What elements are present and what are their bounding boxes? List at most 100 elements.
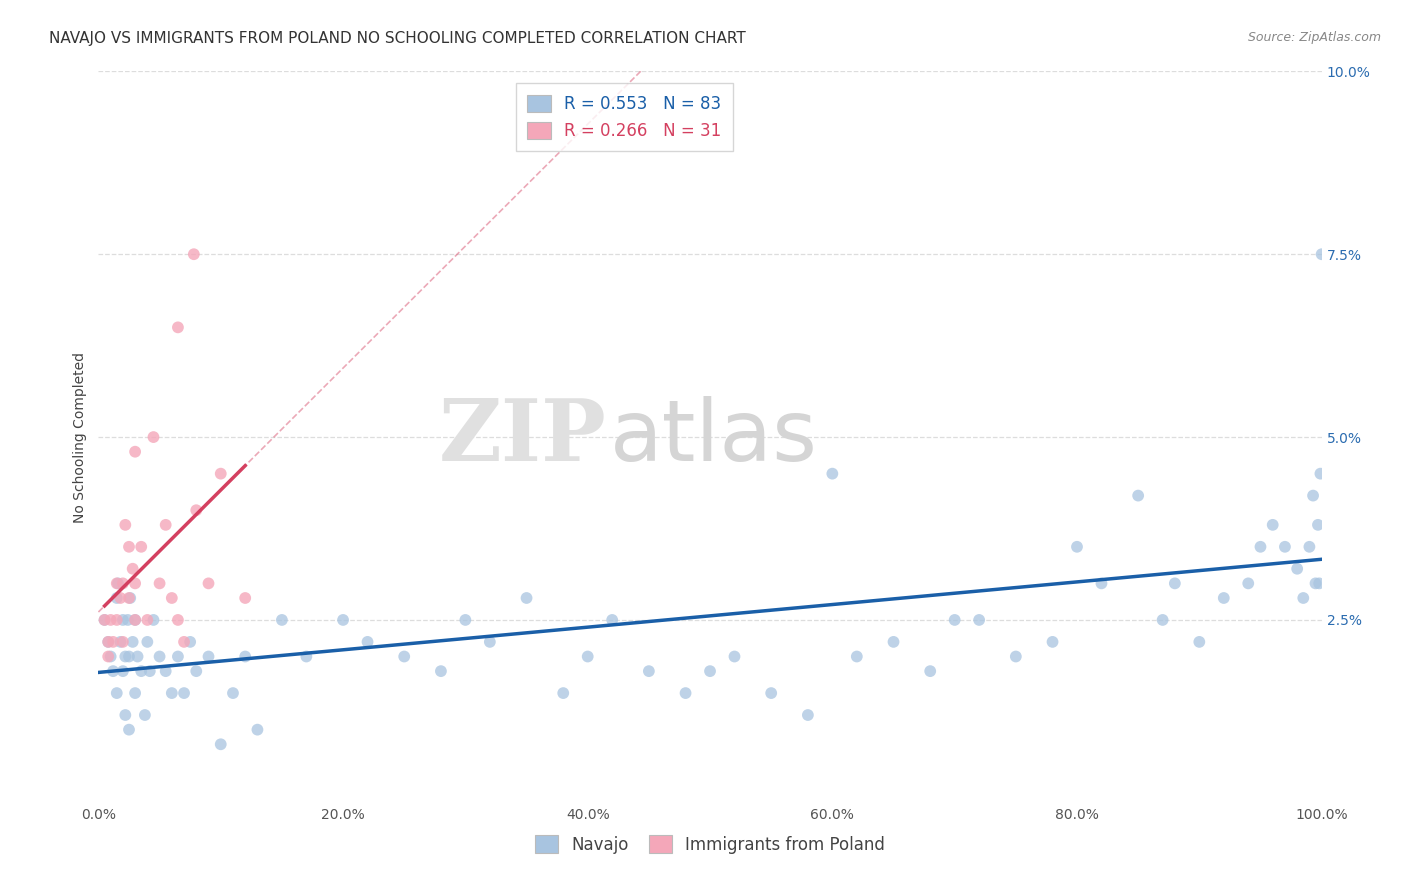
- Point: [93, 613, 115, 627]
- Point: [675, 686, 697, 700]
- Point: [1128, 489, 1150, 503]
- Point: [167, 613, 190, 627]
- Point: [139, 664, 162, 678]
- Point: [1286, 562, 1309, 576]
- Y-axis label: No Schooling Completed: No Schooling Completed: [73, 351, 87, 523]
- Point: [97, 649, 120, 664]
- Point: [943, 613, 966, 627]
- Point: [155, 664, 177, 678]
- Point: [1308, 576, 1330, 591]
- Point: [160, 686, 183, 700]
- Point: [118, 649, 141, 664]
- Point: [111, 576, 134, 591]
- Point: [883, 635, 905, 649]
- Point: [332, 613, 354, 627]
- Point: [97, 635, 120, 649]
- Point: [197, 576, 219, 591]
- Point: [356, 635, 378, 649]
- Point: [149, 649, 172, 664]
- Point: [186, 503, 208, 517]
- Point: [142, 430, 165, 444]
- Point: [222, 686, 245, 700]
- Point: [1212, 591, 1234, 605]
- Point: [1090, 576, 1112, 591]
- Point: [120, 591, 142, 605]
- Point: [105, 613, 128, 627]
- Point: [124, 444, 146, 458]
- Point: [111, 613, 134, 627]
- Point: [430, 664, 453, 678]
- Point: [118, 591, 141, 605]
- Point: [111, 664, 134, 678]
- Point: [129, 664, 152, 678]
- Point: [127, 649, 149, 664]
- Point: [295, 649, 318, 664]
- Point: [1292, 591, 1315, 605]
- Point: [821, 467, 844, 481]
- Point: [1274, 540, 1296, 554]
- Point: [124, 613, 146, 627]
- Point: [1152, 613, 1174, 627]
- Point: [114, 649, 136, 664]
- Point: [1188, 635, 1211, 649]
- Point: [136, 613, 159, 627]
- Text: atlas: atlas: [610, 395, 818, 479]
- Point: [142, 613, 165, 627]
- Point: [1164, 576, 1187, 591]
- Point: [173, 635, 195, 649]
- Point: [105, 576, 128, 591]
- Point: [392, 649, 416, 664]
- Point: [134, 708, 156, 723]
- Point: [761, 686, 783, 700]
- Point: [107, 576, 129, 591]
- Point: [1004, 649, 1026, 664]
- Point: [1305, 576, 1327, 591]
- Point: [124, 613, 146, 627]
- Text: Source: ZipAtlas.com: Source: ZipAtlas.com: [1247, 31, 1381, 45]
- Point: [515, 591, 537, 605]
- Point: [209, 467, 232, 481]
- Point: [1309, 467, 1331, 481]
- Point: [920, 664, 942, 678]
- Point: [183, 247, 205, 261]
- Point: [1237, 576, 1260, 591]
- Point: [114, 708, 136, 723]
- Point: [454, 613, 477, 627]
- Point: [197, 649, 219, 664]
- Point: [111, 635, 134, 649]
- Point: [160, 591, 183, 605]
- Point: [699, 664, 721, 678]
- Point: [105, 591, 128, 605]
- Point: [173, 686, 195, 700]
- Point: [233, 591, 256, 605]
- Point: [167, 320, 190, 334]
- Point: [136, 635, 159, 649]
- Point: [100, 613, 122, 627]
- Point: [179, 635, 201, 649]
- Point: [186, 664, 208, 678]
- Point: [101, 635, 124, 649]
- Point: [1306, 517, 1329, 532]
- Point: [110, 591, 132, 605]
- Point: [209, 737, 232, 751]
- Point: [124, 686, 146, 700]
- Point: [600, 613, 623, 627]
- Point: [797, 708, 820, 723]
- Point: [233, 649, 256, 664]
- Point: [576, 649, 599, 664]
- Point: [129, 540, 152, 554]
- Point: [1261, 517, 1284, 532]
- Point: [1302, 489, 1324, 503]
- Point: [1298, 540, 1320, 554]
- Point: [637, 664, 661, 678]
- Point: [121, 562, 143, 576]
- Point: [1310, 247, 1333, 261]
- Point: [97, 635, 120, 649]
- Point: [1066, 540, 1088, 554]
- Point: [118, 540, 141, 554]
- Point: [723, 649, 745, 664]
- Point: [155, 517, 177, 532]
- Point: [967, 613, 990, 627]
- Point: [124, 576, 146, 591]
- Point: [270, 613, 294, 627]
